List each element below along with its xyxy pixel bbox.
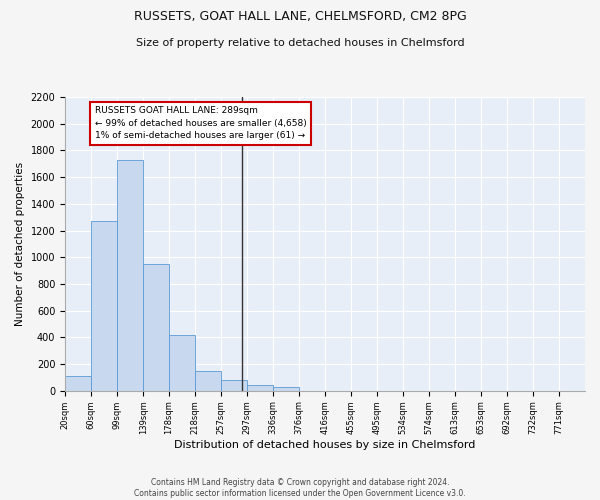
- X-axis label: Distribution of detached houses by size in Chelmsford: Distribution of detached houses by size …: [175, 440, 476, 450]
- Bar: [169, 336, 195, 390]
- Text: Size of property relative to detached houses in Chelmsford: Size of property relative to detached ho…: [136, 38, 464, 48]
- Bar: [247, 384, 273, 390]
- Bar: [91, 221, 117, 390]
- Text: RUSSETS, GOAT HALL LANE, CHELMSFORD, CM2 8PG: RUSSETS, GOAT HALL LANE, CHELMSFORD, CM2…: [134, 10, 466, 23]
- Text: RUSSETS GOAT HALL LANE: 289sqm
← 99% of detached houses are smaller (4,658)
1% o: RUSSETS GOAT HALL LANE: 289sqm ← 99% of …: [95, 106, 307, 140]
- Bar: [143, 264, 169, 390]
- Bar: [117, 160, 143, 390]
- Bar: [195, 370, 221, 390]
- Bar: [65, 376, 91, 390]
- Y-axis label: Number of detached properties: Number of detached properties: [15, 162, 25, 326]
- Bar: [273, 388, 299, 390]
- Bar: [221, 380, 247, 390]
- Text: Contains HM Land Registry data © Crown copyright and database right 2024.
Contai: Contains HM Land Registry data © Crown c…: [134, 478, 466, 498]
